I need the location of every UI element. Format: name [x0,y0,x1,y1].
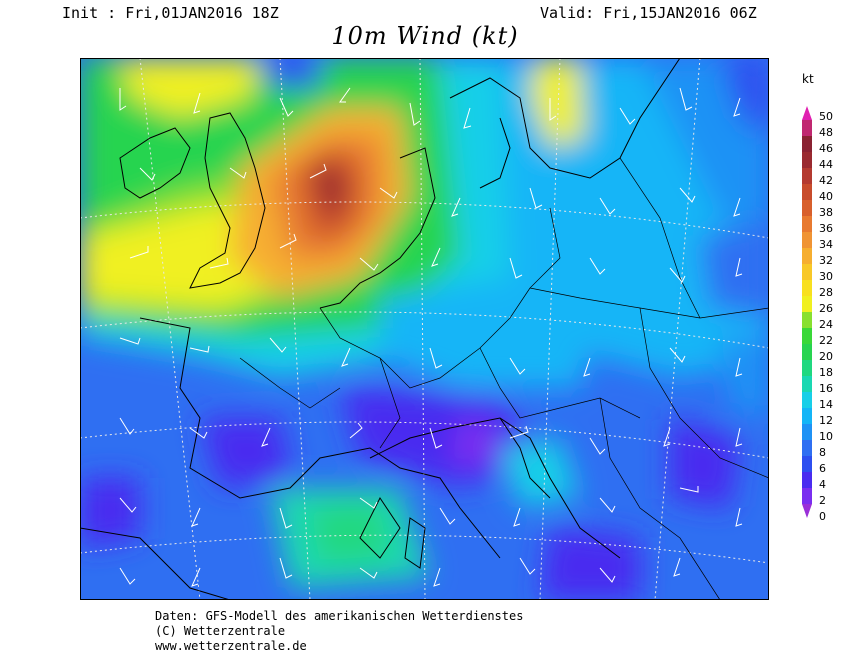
legend-swatch [802,424,812,440]
legend-swatch [802,456,812,472]
legend-tick-label: 0 [819,510,826,523]
legend-tick-label: 44 [819,158,833,171]
credit-source: Daten: GFS-Modell des amerikanischen Wet… [155,609,524,623]
legend-swatch [802,440,812,456]
legend-tick-label: 38 [819,206,833,219]
legend-tick-label: 24 [819,318,833,331]
chart-title: 10m Wind (kt) [331,22,519,50]
legend-bar [802,106,812,518]
legend-tick-label: 6 [819,462,826,475]
lat-lon-grid [80,58,769,600]
country-borders [239,157,769,600]
wind-barbs [119,87,743,587]
legend-tick-label: 10 [819,430,833,443]
map-frame [80,58,769,600]
legend-tick-label: 12 [819,414,833,427]
legend-swatch [802,216,812,232]
legend-tick-label: 22 [819,334,833,347]
legend-swatch [802,328,812,344]
legend-arrow-top [802,106,812,120]
legend-swatch [802,264,812,280]
init-time-label: Init : Fri,01JAN2016 18Z [62,4,279,22]
legend-tick-label: 34 [819,238,833,251]
legend-swatch [802,296,812,312]
credit-copyright: (C) Wetterzentrale [155,624,286,638]
legend-swatch [802,344,812,360]
legend-swatch [802,376,812,392]
legend-swatch [802,360,812,376]
legend-tick-label: 42 [819,174,833,187]
legend-tick-label: 30 [819,270,833,283]
legend-swatch [802,184,812,200]
legend-tick-label: 18 [819,366,833,379]
legend-swatch [802,168,812,184]
legend-swatch [802,232,812,248]
legend-tick-label: 50 [819,110,833,123]
legend-tick-label: 40 [819,190,833,203]
legend-swatch [802,248,812,264]
legend-swatch [802,312,812,328]
legend-swatch [802,408,812,424]
legend-arrow-bottom [802,504,812,518]
legend-swatch [802,488,812,504]
legend-tick-label: 8 [819,446,826,459]
legend-tick-label: 36 [819,222,833,235]
legend-tick-label: 2 [819,494,826,507]
legend-tick-label: 28 [819,286,833,299]
coastlines [80,58,681,600]
color-legend: 5048464442403836343230282624222018161412… [802,106,833,523]
legend-swatch [802,200,812,216]
legend-swatch [802,152,812,168]
legend-tick-label: 48 [819,126,833,139]
legend-swatch [802,120,812,136]
legend-tick-label: 14 [819,398,833,411]
legend-tick-label: 46 [819,142,833,155]
wind-map [80,58,769,600]
legend-swatch [802,136,812,152]
legend-swatch [802,472,812,488]
legend-tick-label: 32 [819,254,833,267]
valid-time-label: Valid: Fri,15JAN2016 06Z [540,4,757,22]
legend-swatch [802,280,812,296]
legend-tick-label: 4 [819,478,826,491]
legend-swatch [802,392,812,408]
legend-tick-label: 26 [819,302,833,315]
legend-unit: kt [802,72,814,86]
legend-tick-label: 20 [819,350,833,363]
legend-labels: 5048464442403836343230282624222018161412… [819,110,833,523]
credit-url[interactable]: www.wetterzentrale.de [155,639,307,653]
legend-tick-label: 16 [819,382,833,395]
